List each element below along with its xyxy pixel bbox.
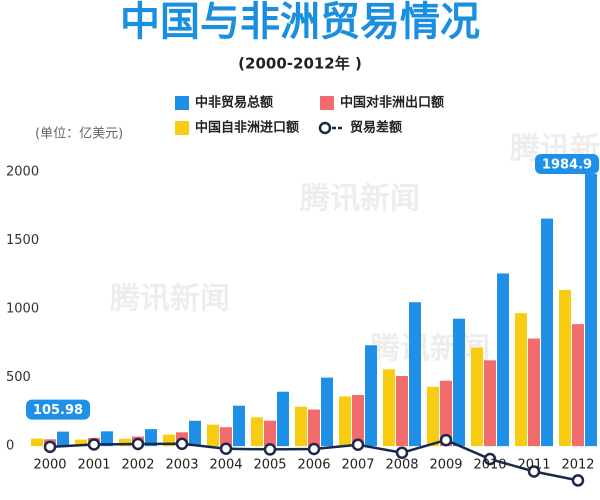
line-marker: [439, 433, 453, 447]
y-tick-label: 0: [6, 439, 14, 454]
bar: [119, 438, 131, 447]
bar: [541, 218, 553, 447]
bar: [471, 347, 483, 447]
bar: [308, 409, 320, 447]
line-marker: [43, 440, 57, 454]
bar: [207, 424, 219, 447]
y-tick-label: 2000: [6, 165, 39, 180]
bar: [339, 396, 351, 447]
line-marker: [483, 452, 497, 466]
line-marker: [131, 437, 145, 451]
watermark: 腾讯新闻: [110, 282, 230, 317]
x-tick-label: 2006: [297, 458, 330, 473]
bar: [585, 174, 597, 447]
line-marker: [351, 438, 365, 452]
line-marker: [219, 442, 233, 455]
bar: [321, 377, 333, 447]
watermark: 腾讯新闻: [300, 182, 420, 217]
x-tick-label: 2003: [165, 458, 198, 473]
bar: [559, 289, 571, 447]
value-label: 1984.9: [542, 158, 592, 173]
bar: [295, 406, 307, 447]
legend-marker: [318, 121, 332, 135]
line-marker: [87, 438, 101, 451]
legend-label: 中非贸易总额: [195, 95, 273, 111]
bar: [277, 391, 289, 447]
bar: [75, 439, 87, 447]
y-tick-label: 1000: [6, 302, 39, 317]
bar: [352, 395, 364, 447]
x-tick-label: 2001: [77, 458, 110, 473]
line-marker: [571, 474, 585, 487]
legend-label: 中国对非洲出口额: [340, 95, 444, 111]
legend-label: 贸易差额: [350, 120, 402, 136]
bar: [453, 318, 465, 447]
value-label: 105.98: [33, 403, 83, 418]
bar: [396, 375, 408, 447]
bar: [145, 429, 157, 447]
bar: [189, 420, 201, 447]
bar: [233, 405, 245, 447]
y-tick-label: 500: [6, 370, 31, 385]
bar: [383, 369, 395, 447]
x-tick-label: 2007: [341, 458, 374, 473]
y-tick-label: 1500: [6, 233, 39, 248]
x-tick-label: 2012: [561, 458, 594, 473]
chart-subtitle: (2000-2012年 ): [238, 55, 362, 73]
value-label-box: [535, 154, 599, 174]
bar: [409, 302, 421, 447]
bar: [101, 431, 113, 447]
line-marker: [527, 465, 541, 478]
x-tick-label: 2010: [473, 458, 506, 473]
bar: [57, 431, 69, 447]
line-marker: [395, 446, 409, 459]
line-marker: [175, 437, 189, 451]
bar: [528, 338, 540, 447]
bar: [251, 417, 263, 447]
legend-swatch: [175, 121, 189, 135]
x-tick-label: 2008: [385, 458, 418, 473]
bar: [484, 360, 496, 447]
chart-title: 中国与非洲贸易情况: [120, 0, 480, 45]
bar: [572, 324, 584, 447]
x-tick-label: 2004: [209, 458, 242, 473]
bar: [440, 380, 452, 447]
bar: [163, 434, 175, 447]
x-tick-label: 2011: [517, 458, 550, 473]
bar: [31, 438, 43, 447]
line-marker: [307, 442, 321, 456]
line-marker: [263, 443, 277, 456]
legend-label: 中国自非洲进口额: [195, 120, 299, 136]
x-tick-label: 2005: [253, 458, 286, 473]
bar: [515, 313, 527, 447]
bar: [365, 345, 377, 447]
unit-label: (单位：亿美元): [35, 127, 123, 142]
bar: [497, 273, 509, 447]
x-tick-label: 2009: [429, 458, 462, 473]
bar: [427, 386, 439, 447]
bar: [220, 427, 232, 447]
legend-swatch: [320, 96, 334, 110]
value-label-box: [26, 399, 90, 420]
x-tick-label: 2002: [121, 458, 154, 473]
watermark: 腾讯新闻: [370, 332, 490, 367]
x-tick-label: 2000: [33, 458, 66, 473]
legend-swatch: [175, 96, 189, 110]
bar: [264, 420, 276, 447]
